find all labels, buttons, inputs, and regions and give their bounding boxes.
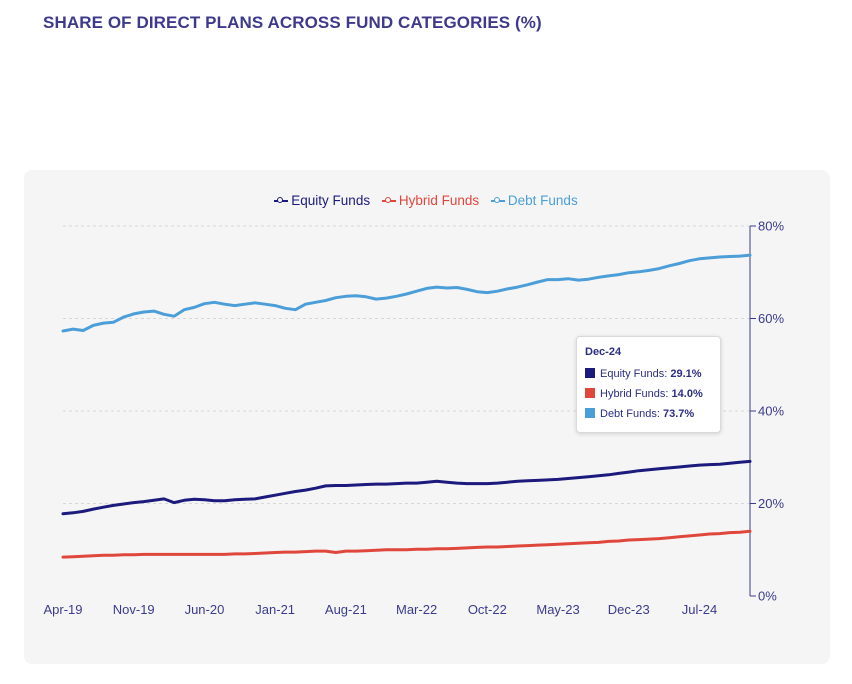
legend-item-hybrid-funds[interactable]: Hybrid Funds bbox=[381, 193, 480, 208]
x-axis: Apr-19 Nov-19 Jun-20 Jan-21 Aug-21 Mar-22 Oct-… bbox=[43, 602, 717, 617]
legend-line-marker-icon bbox=[381, 196, 396, 206]
tooltip-label: Equity Funds: bbox=[600, 368, 668, 380]
y-tick-label: 0% bbox=[758, 589, 777, 604]
x-tick-label: Jul-24 bbox=[682, 602, 717, 617]
series-line-debt-funds bbox=[61, 253, 752, 333]
y-tick-label: 40% bbox=[758, 404, 784, 419]
tooltip-value: 29.1% bbox=[670, 368, 702, 380]
x-tick-label: Jun-20 bbox=[185, 602, 225, 617]
tooltip-row-debt: Debt Funds: 73.7% bbox=[585, 407, 720, 427]
legend-label: Debt Funds bbox=[507, 193, 578, 208]
x-tick-label: Oct-22 bbox=[468, 602, 507, 617]
tooltip-value: 73.7% bbox=[662, 408, 695, 420]
legend-item-equity-funds[interactable]: Equity Funds bbox=[274, 193, 370, 208]
x-tick-label: Dec-23 bbox=[608, 602, 650, 617]
tooltip-row-equity: Equity Funds: 29.1% bbox=[585, 367, 720, 387]
x-tick-label: May-23 bbox=[536, 602, 579, 617]
swatch-icon bbox=[585, 388, 595, 398]
chart-tooltip: Dec-24 Equity Funds: 29.1% Hybrid Funds:… bbox=[576, 336, 721, 433]
y-tick-label: 80% bbox=[758, 219, 784, 234]
series-line-equity-funds bbox=[61, 459, 752, 516]
x-tick-label: Apr-19 bbox=[43, 602, 82, 617]
x-tick-label: Aug-21 bbox=[325, 602, 367, 617]
y-axis: 0% 20% 40% 60% 80% bbox=[749, 219, 784, 604]
tooltip-value: 14.0% bbox=[671, 388, 703, 400]
x-tick-label: Jan-21 bbox=[255, 602, 295, 617]
y-tick-label: 20% bbox=[758, 496, 784, 511]
legend-label: Hybrid Funds bbox=[398, 193, 480, 208]
legend-line-marker-icon bbox=[490, 196, 505, 206]
tooltip-label: Hybrid Funds: bbox=[600, 388, 669, 400]
tooltip-title: Dec-24 bbox=[585, 346, 622, 358]
legend-line-marker-icon bbox=[274, 196, 289, 206]
series-line-hybrid-funds bbox=[61, 529, 752, 559]
y-tick-label: 60% bbox=[758, 311, 784, 326]
legend-item-debt-funds[interactable]: Debt Funds bbox=[490, 193, 578, 208]
swatch-icon bbox=[585, 368, 595, 378]
x-tick-label: Nov-19 bbox=[113, 602, 155, 617]
page-title: SHARE OF DIRECT PLANS ACROSS FUND CATEGO… bbox=[43, 13, 542, 32]
tooltip-label: Debt Funds: bbox=[600, 408, 660, 420]
legend-label: Equity Funds bbox=[291, 193, 371, 208]
swatch-icon bbox=[585, 408, 595, 418]
chart-legend: Equity Funds Hybrid Funds Debt Funds bbox=[0, 193, 852, 208]
x-tick-label: Mar-22 bbox=[396, 602, 437, 617]
tooltip-row-hybrid: Hybrid Funds: 14.0% bbox=[585, 387, 720, 407]
series-layer bbox=[61, 253, 752, 559]
